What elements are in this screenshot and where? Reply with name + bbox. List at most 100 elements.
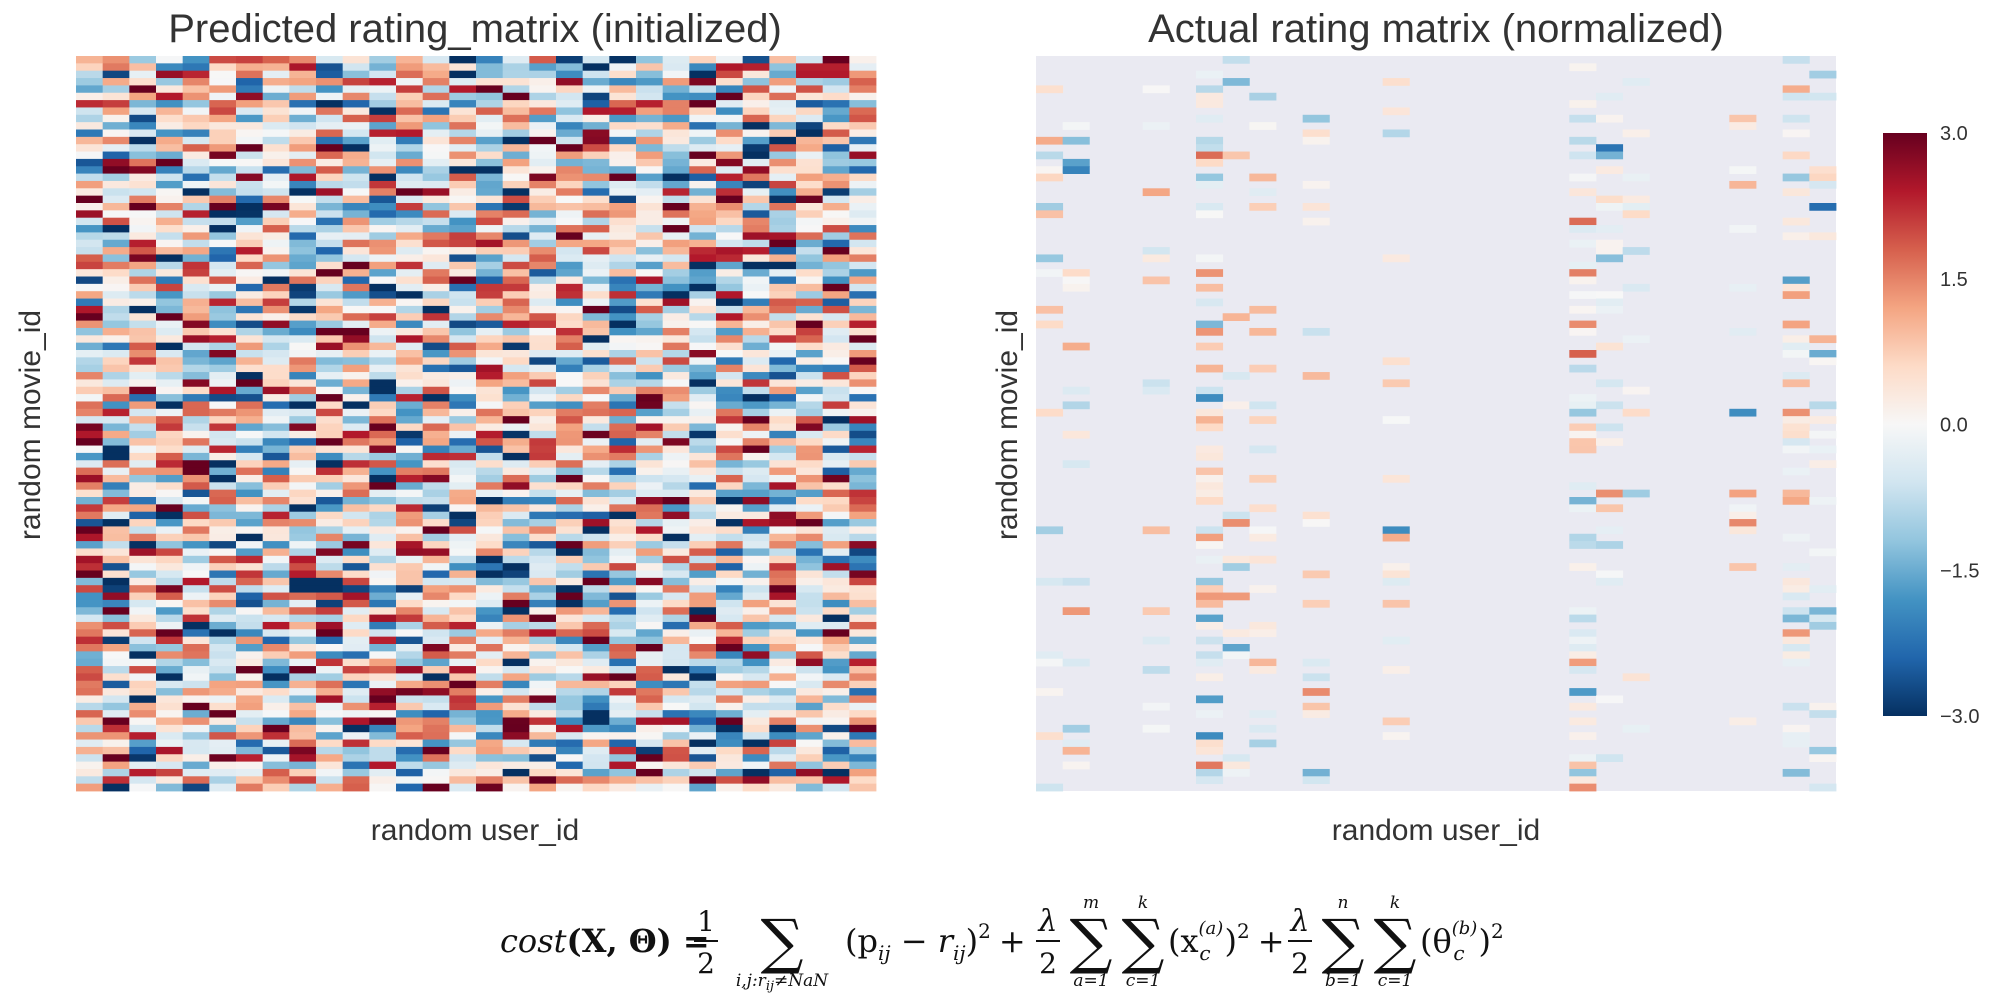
left-heatmap-cell <box>289 283 317 292</box>
left-heatmap-cell <box>769 519 797 527</box>
left-heatmap-cell <box>689 364 717 373</box>
left-heatmap-cell <box>156 158 184 167</box>
left-heatmap-cell <box>689 482 717 491</box>
left-heatmap-cell <box>476 56 504 64</box>
left-heatmap-cell <box>262 474 290 483</box>
left-heatmap-cell <box>556 629 584 638</box>
left-heatmap-cell <box>769 239 797 248</box>
left-heatmap-cell <box>236 92 264 101</box>
left-heatmap-cell <box>796 570 824 579</box>
left-heatmap-cell <box>582 732 610 740</box>
right-heatmap-cell <box>1729 504 1757 513</box>
left-heatmap-cell <box>529 570 557 579</box>
left-heatmap-cell <box>742 452 770 461</box>
left-heatmap-cell <box>796 327 824 336</box>
right-x-axis-label: random user_id <box>1332 814 1540 847</box>
left-heatmap-cell <box>796 342 824 351</box>
left-heatmap-cell <box>316 357 344 366</box>
left-heatmap-cell <box>476 533 504 542</box>
left-heatmap-cell <box>422 452 450 461</box>
left-heatmap-cell <box>236 173 264 182</box>
right-heatmap-cell <box>1196 497 1224 505</box>
left-heatmap-cell <box>156 254 184 263</box>
colorbar-tick-label: 0.0 <box>1940 415 1968 437</box>
left-heatmap-cell <box>236 511 264 520</box>
left-heatmap-cell <box>449 203 477 211</box>
right-heatmap-cell <box>1222 629 1250 638</box>
right-heatmap-cell <box>1782 768 1810 777</box>
right-heatmap-cell <box>1222 313 1250 321</box>
left-heatmap-cell <box>689 320 717 329</box>
left-heatmap-cell <box>502 519 530 527</box>
left-heatmap-cell <box>236 158 264 167</box>
right-heatmap-cell <box>1302 129 1330 138</box>
left-heatmap-cell <box>449 658 477 667</box>
left-heatmap-cell <box>636 658 664 667</box>
left-heatmap-cell <box>182 666 210 674</box>
left-heatmap-cell <box>182 372 210 380</box>
left-heatmap-cell <box>316 423 344 432</box>
left-heatmap-cell <box>689 291 717 299</box>
left-heatmap-cell <box>849 776 877 785</box>
left-heatmap-cell <box>396 298 424 307</box>
left-heatmap-cell <box>529 548 557 557</box>
left-heatmap-cell <box>422 702 450 711</box>
left-heatmap-cell <box>556 548 584 557</box>
left-heatmap-cell <box>796 717 824 726</box>
left-heatmap-cell <box>289 445 317 454</box>
left-heatmap-cell <box>342 70 370 79</box>
left-heatmap-cell <box>289 100 317 108</box>
left-heatmap-cell <box>609 239 637 248</box>
left-heatmap-cell <box>796 144 824 152</box>
left-heatmap-cell <box>716 166 744 174</box>
right-heatmap-cell <box>1302 688 1330 696</box>
left-heatmap-cell <box>582 673 610 682</box>
left-heatmap-cell <box>689 313 717 321</box>
right-heatmap-cell <box>1249 364 1277 373</box>
left-heatmap-cell <box>476 327 504 336</box>
left-heatmap-cell <box>342 408 370 417</box>
left-heatmap-cell <box>342 658 370 667</box>
left-heatmap-cell <box>102 350 130 358</box>
left-heatmap-cell <box>556 585 584 593</box>
left-heatmap-cell <box>156 357 184 366</box>
right-heatmap-cell <box>1782 276 1810 285</box>
left-heatmap-cell <box>849 754 877 762</box>
right-heatmap-cell <box>1622 335 1650 344</box>
colorbar-tick-label: −1.5 <box>1940 560 1979 582</box>
left-heatmap-cell <box>742 100 770 108</box>
left-heatmap-cell <box>769 754 797 762</box>
right-heatmap-cell <box>1569 394 1597 402</box>
left-heatmap-cell <box>556 651 584 660</box>
left-heatmap-cell <box>609 56 637 64</box>
left-heatmap-cell <box>262 85 290 94</box>
right-heatmap-cell <box>1382 78 1410 86</box>
left-heatmap-cell <box>102 607 130 615</box>
left-heatmap-cell <box>849 592 877 601</box>
left-heatmap-cell <box>209 754 237 762</box>
left-heatmap-cell <box>796 70 824 79</box>
left-heatmap-cell <box>316 651 344 660</box>
left-heatmap-cell <box>716 452 744 461</box>
left-heatmap-cell <box>556 636 584 645</box>
left-heatmap-cell <box>316 158 344 167</box>
left-heatmap-cell <box>316 114 344 123</box>
left-heatmap-cell <box>396 225 424 233</box>
left-heatmap-cell <box>342 210 370 219</box>
left-heatmap-cell <box>822 261 850 270</box>
left-heatmap-cell <box>609 122 637 130</box>
left-heatmap-cell <box>76 313 104 321</box>
left-heatmap-cell <box>262 129 290 138</box>
left-heatmap-cell <box>769 511 797 520</box>
left-heatmap-cell <box>716 136 744 145</box>
left-heatmap-cell <box>609 107 637 116</box>
left-heatmap-cell <box>742 776 770 785</box>
left-heatmap-cell <box>236 768 264 777</box>
right-heatmap-cell <box>1596 247 1624 255</box>
left-heatmap-cell <box>182 754 210 762</box>
left-heatmap-cell <box>209 291 237 299</box>
left-heatmap-cell <box>769 761 797 770</box>
right-heatmap-cell <box>1249 445 1277 454</box>
left-heatmap-cell <box>156 129 184 138</box>
left-heatmap-cell <box>342 107 370 116</box>
